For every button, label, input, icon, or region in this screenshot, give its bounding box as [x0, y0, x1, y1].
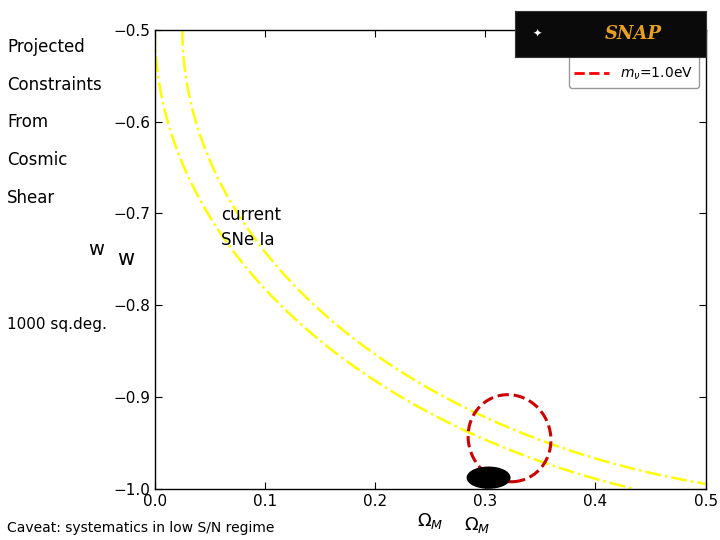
Text: Caveat: systematics in low S/N regime: Caveat: systematics in low S/N regime	[7, 521, 274, 535]
Text: From: From	[7, 113, 48, 131]
Text: 1000 sq.deg.: 1000 sq.deg.	[7, 316, 107, 332]
Text: SNAP: SNAP	[605, 25, 662, 43]
Text: ✦: ✦	[533, 29, 542, 39]
Legend: $m_{\nu}$=0.1eV, $m_{\nu}$=1.0eV: $m_{\nu}$=0.1eV, $m_{\nu}$=1.0eV	[569, 37, 698, 87]
Y-axis label: w: w	[89, 240, 104, 259]
Text: current
SNe Ia: current SNe Ia	[221, 206, 281, 248]
Text: $\Omega_{M}$: $\Omega_{M}$	[464, 515, 491, 535]
Ellipse shape	[468, 468, 510, 488]
X-axis label: $\Omega_{M}$: $\Omega_{M}$	[417, 511, 444, 531]
Text: Cosmic: Cosmic	[7, 151, 68, 169]
Text: Projected: Projected	[7, 38, 85, 56]
Text: w: w	[117, 249, 135, 269]
Text: Shear: Shear	[7, 189, 55, 207]
Text: Constraints: Constraints	[7, 76, 102, 93]
